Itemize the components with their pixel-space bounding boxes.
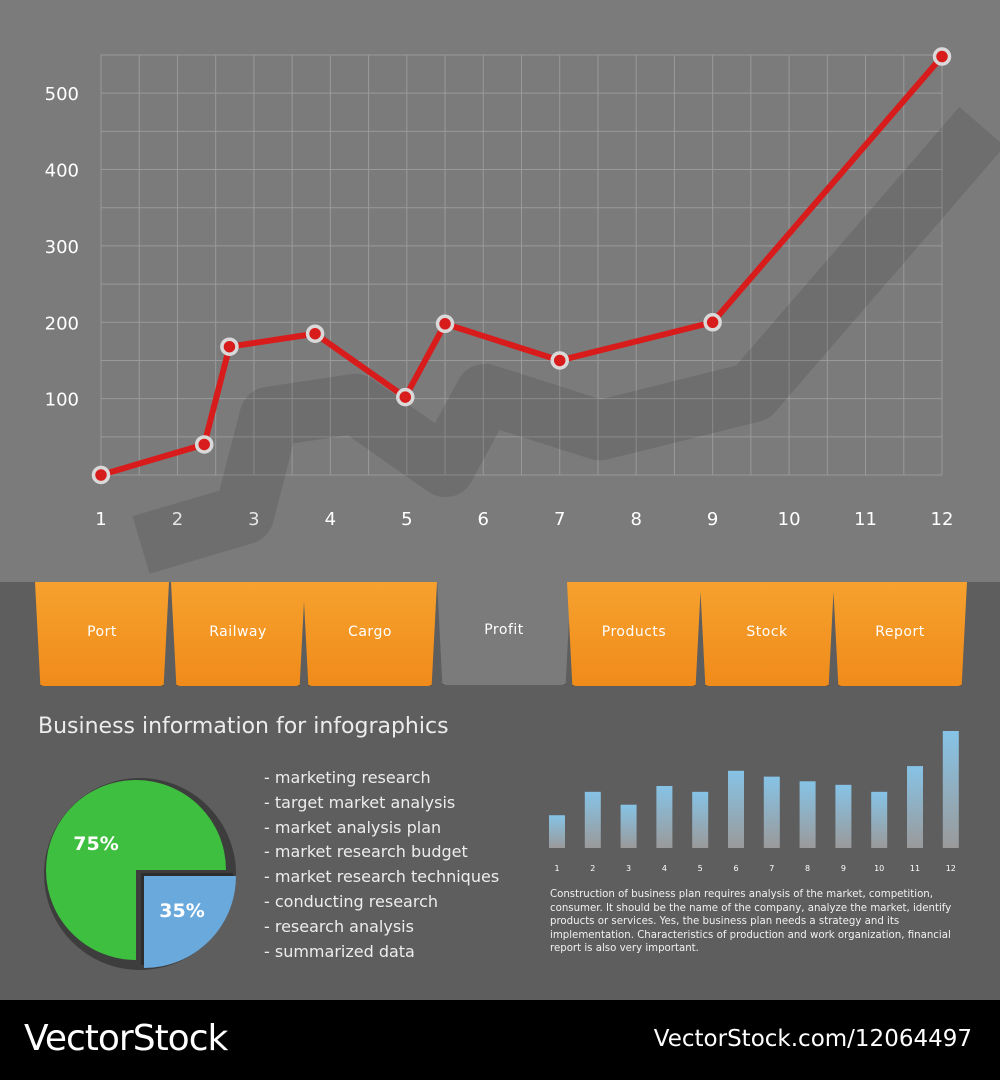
pie-label: 75% [73,833,118,855]
bar [799,781,816,848]
list-item: - marketing research [264,768,431,787]
tab-profit[interactable]: Profit [437,580,571,685]
x-tick-label: 5 [401,509,412,530]
brand-logo-text: VectorStock [24,1018,228,1059]
x-tick-label: 4 [325,509,336,530]
list-item: - research analysis [264,916,414,936]
line-chart-panel: 100 200 300 400 500 1 2 3 4 5 6 7 8 9 10 11 12 [0,0,1000,582]
x-tick-label: 9 [707,509,718,530]
tab-label: Profit [484,622,524,638]
x-tick-label: 4 [662,864,667,873]
x-tick-label: 3 [626,864,631,873]
image-credit: VectorStock.com/12064497 [653,1026,972,1052]
x-tick-label: 7 [554,509,565,530]
footer-bar [0,1000,1000,1080]
tab-products[interactable]: Products [567,582,701,686]
bar [692,791,709,848]
x-tick-label: 3 [248,509,259,530]
list-item: - market research budget [264,842,468,862]
data-point [396,387,415,407]
bar [620,804,637,848]
data-point [550,351,569,370]
list-item: - conducting research [264,891,438,911]
bar [549,815,565,848]
data-point [435,314,455,334]
x-tick-label: 12 [931,509,954,530]
bar [763,776,780,848]
x-tick-label: 8 [805,864,810,873]
x-tick-label: 12 [946,864,956,873]
y-tick-label: 400 [45,161,79,182]
chart-grid [100,54,943,476]
y-tick-label: 500 [45,84,79,105]
bar [835,784,852,848]
list-item: - target market analysis [264,792,456,812]
pie-label: 35% [159,900,204,922]
tab-label: Report [875,624,925,640]
data-point [932,47,952,66]
pie-slice [144,876,236,968]
tab-report[interactable]: Report [833,582,967,686]
tab-label: Railway [209,624,267,640]
data-point [305,324,325,343]
bar-chart: 1 2 3 4 5 6 7 8 9 10 11 12 [549,731,959,873]
y-tick-label: 200 [45,313,79,334]
y-tick-label: 100 [45,390,79,411]
y-tick-label: 300 [45,237,79,258]
tab-cargo[interactable]: Cargo [303,582,437,686]
x-tick-label: 2 [590,864,595,873]
data-point [220,337,239,356]
list-item: - summarized data [264,941,415,961]
list-item: - market analysis plan [264,817,442,837]
bar [942,731,959,848]
tab-label: Stock [746,624,788,640]
x-tick-label: 8 [630,509,641,530]
list-item: - market research techniques [264,867,500,887]
tab-port[interactable]: Port [35,582,169,686]
section-title: Business information for infographics [38,714,449,739]
x-tick-label: 5 [698,864,703,873]
x-tick-label: 1 [554,864,559,873]
x-tick-label: 11 [910,864,920,873]
x-tick-label: 7 [769,864,774,873]
pie-chart-container: 75% 35% [36,770,246,980]
x-tick-label: 10 [778,509,801,530]
x-tick-label: 6 [478,509,489,530]
topic-list: - marketing research - target market anal… [264,766,499,964]
pie-chart: 75% 35% [44,778,236,970]
x-tick-label: 10 [874,864,884,873]
tab-bar: Port Railway Cargo Profit Products Stock Repor… [0,580,1000,692]
tab-label: Cargo [348,624,392,640]
description-text: Construction of business plan requires a… [550,889,952,954]
x-tick-label: 9 [841,864,846,873]
data-point [194,435,214,454]
tab-label: Products [601,624,667,640]
line-shadow [132,106,1000,574]
x-tick-label: 11 [854,509,877,530]
data-point [703,313,722,332]
bar [656,785,673,848]
bar [871,791,888,848]
x-tick-label: 1 [95,509,106,530]
x-tick-label: 6 [733,864,738,873]
bar [584,791,601,848]
pie-slice [46,780,226,960]
data-point [91,465,111,485]
x-tick-label: 2 [172,509,183,530]
bar [728,770,744,848]
tab-label: Port [87,624,117,640]
bar [907,766,923,848]
tab-railway[interactable]: Railway [171,582,305,686]
tab-stock[interactable]: Stock [700,582,834,686]
